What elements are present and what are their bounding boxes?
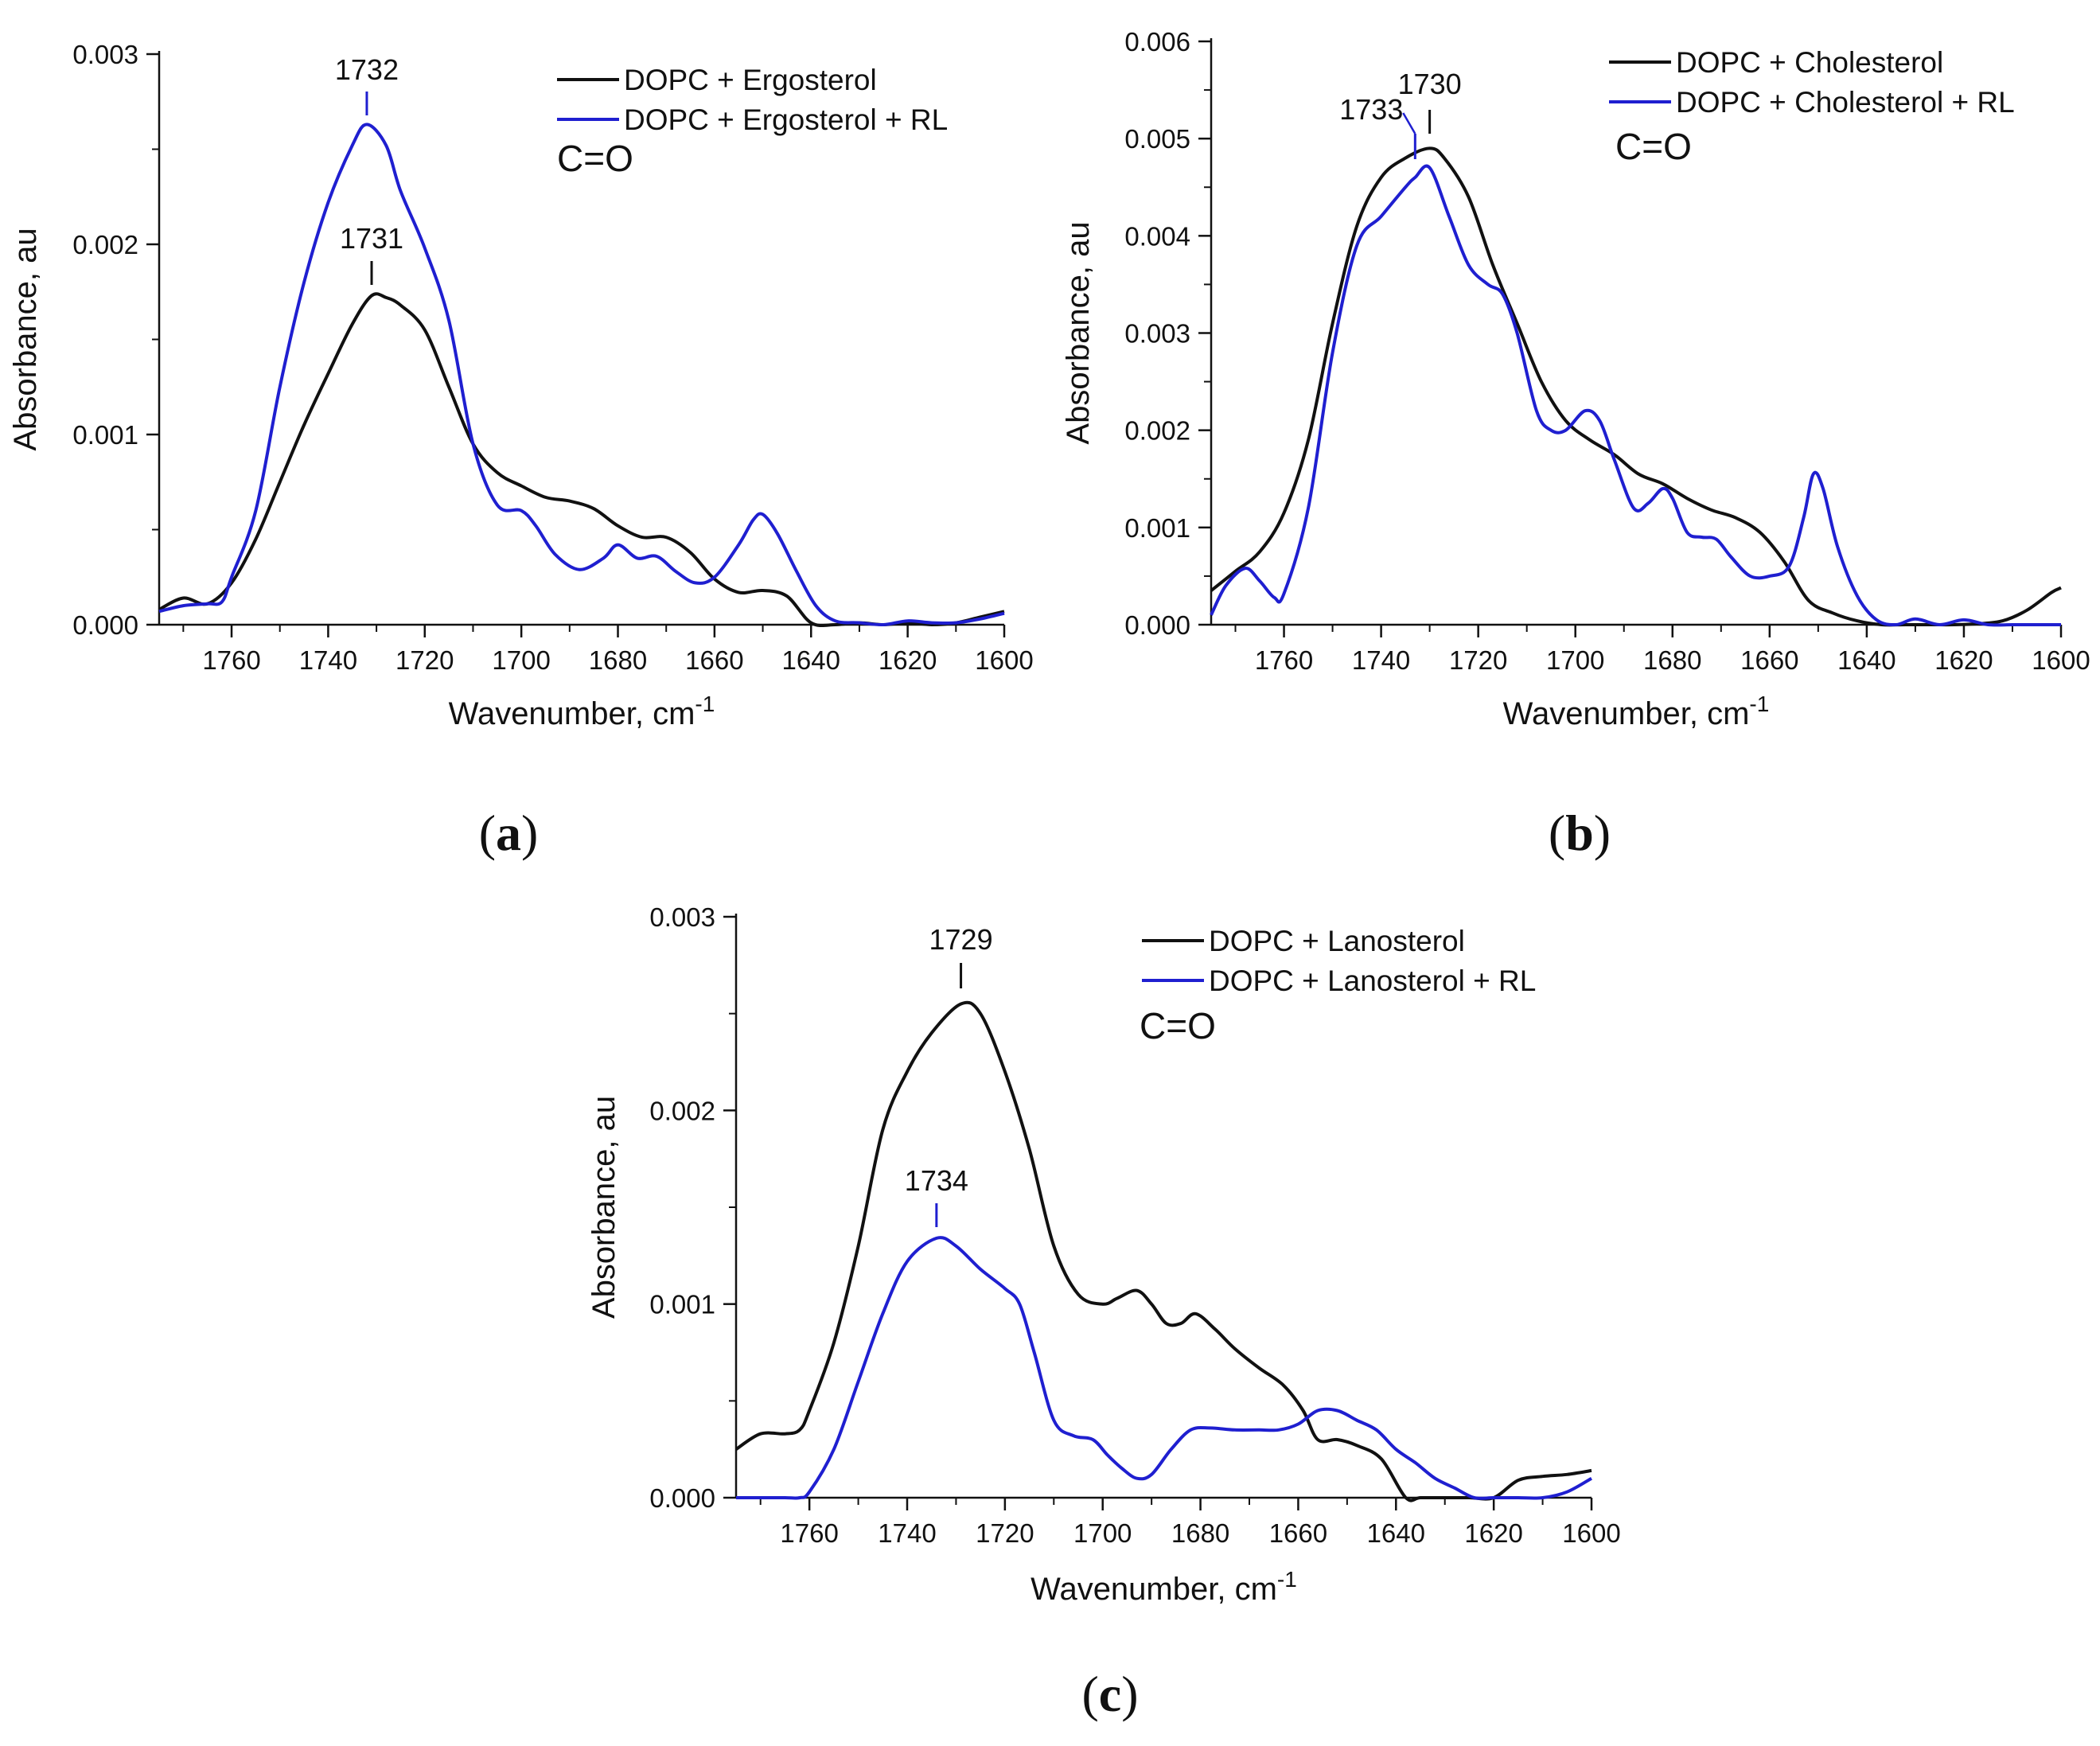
- panel-c-y-tick-label: 0.003: [649, 902, 715, 932]
- panel-a-axes: 1760 1740 1720 1700 1680 1660 1640 1620 1600 0.00…: [72, 40, 1033, 675]
- panel-b-caption: (b): [1549, 805, 1611, 861]
- panel-a-y-tick-label: 0.003: [72, 40, 138, 69]
- panel-c-x-tick-label: 1680: [1171, 1518, 1229, 1548]
- panel-b-y-tick-label: 0.002: [1124, 416, 1190, 446]
- panel-b-y-tick-label: 0.003: [1124, 319, 1190, 349]
- panel-a-y-tick-label: 0.000: [72, 610, 138, 640]
- panel-c-y-tick-label: 0.000: [649, 1483, 715, 1513]
- panel-b-x-tick-label: 1620: [1934, 645, 1993, 675]
- panel-c-box-label: C=O: [1140, 1005, 1216, 1046]
- panel-c-legend: DOPC + Lanosterol DOPC + Lanosterol + RL: [1142, 925, 1536, 997]
- panel-b-y-tick-label: 0.004: [1124, 221, 1190, 251]
- panel-c-legend-label-2: DOPC + Lanosterol + RL: [1209, 965, 1536, 997]
- panel-c-ylabel: Absorbance, au: [586, 1096, 621, 1319]
- panel-a-plot: 1732 1731: [158, 53, 1005, 628]
- panel-b-x-tick-label: 1640: [1837, 645, 1895, 675]
- panel-a-x-tick-label: 1640: [782, 645, 840, 675]
- panel-a-caption: (a): [479, 805, 539, 861]
- panel-b-x-tick-label: 1700: [1546, 645, 1604, 675]
- panel-b-series-2-line: [1210, 164, 2061, 627]
- panel-c-x-tick-label: 1700: [1073, 1518, 1132, 1548]
- panel-c-y-tick-label: 0.002: [649, 1096, 715, 1125]
- panel-a: 1760 1740 1720 1700 1680 1660 1640 1620 1600 0.00…: [8, 40, 1034, 861]
- panel-c-x-tick-label: 1640: [1367, 1518, 1425, 1548]
- panel-c: 1760 1740 1720 1700 1680 1660 1640 1620 1600 0.00…: [586, 902, 1621, 1722]
- panel-c-legend-label-1: DOPC + Lanosterol: [1209, 925, 1465, 957]
- panel-b-peak-label-2: 1730: [1398, 68, 1462, 100]
- panel-c-caption: (c): [1081, 1666, 1138, 1722]
- panel-b-x-tick-label: 1660: [1740, 645, 1798, 675]
- panel-a-x-tick-label: 1620: [879, 645, 937, 675]
- panel-a-peak-label-1: 1732: [335, 53, 399, 86]
- panel-c-x-tick-label: 1720: [976, 1518, 1034, 1548]
- panel-b-box-label: C=O: [1615, 126, 1692, 167]
- panel-b-x-tick-label: 1600: [2032, 645, 2090, 675]
- panel-b-xlabel: Wavenumber, cm-1: [1503, 692, 1770, 731]
- panel-c-series-2-line: [736, 1236, 1592, 1500]
- panel-a-series-2-line: [158, 123, 1005, 627]
- panel-b-peak-label-1: 1733: [1339, 93, 1403, 126]
- panel-a-x-tick-label: 1720: [395, 645, 454, 675]
- panel-b-legend-label-1: DOPC + Cholesterol: [1676, 46, 1943, 79]
- panel-c-peak-label-2: 1734: [905, 1164, 968, 1197]
- panel-a-x-tick-label: 1660: [685, 645, 743, 675]
- panel-b-peak-leader-1: [1402, 112, 1416, 134]
- panel-a-peak-label-2: 1731: [340, 222, 403, 255]
- panel-c-y-tick-label: 0.001: [649, 1290, 715, 1319]
- panel-c-x-tick-label: 1760: [780, 1518, 838, 1548]
- panel-b-y-tick-label: 0.000: [1124, 610, 1190, 640]
- panel-b-x-tick-label: 1740: [1352, 645, 1410, 675]
- panel-b: 1760 1740 1720 1700 1680 1660 1640 1620 1600 0.00…: [1061, 27, 2090, 861]
- panel-b-x-tick-label: 1760: [1255, 645, 1313, 675]
- panel-b-ylabel: Absorbance, au: [1061, 221, 1096, 444]
- panel-a-y-tick-label: 0.002: [72, 230, 138, 259]
- panel-a-legend: DOPC + Ergosterol DOPC + Ergosterol + RL: [557, 64, 948, 136]
- panel-c-series-1-line: [734, 1000, 1592, 1502]
- panel-c-x-tick-label: 1600: [1562, 1518, 1620, 1548]
- panel-b-x-tick-label: 1680: [1643, 645, 1701, 675]
- panel-c-xlabel: Wavenumber, cm-1: [1031, 1567, 1297, 1607]
- panel-b-legend: DOPC + Cholesterol DOPC + Cholesterol + R…: [1609, 46, 2015, 119]
- panel-c-plot: 1729 1734: [734, 923, 1592, 1502]
- panel-c-x-tick-label: 1660: [1269, 1518, 1327, 1548]
- panel-a-legend-label-2: DOPC + Ergosterol + RL: [624, 103, 948, 136]
- panel-b-y-tick-label: 0.001: [1124, 513, 1190, 543]
- panel-b-series-1-line: [1210, 146, 2062, 627]
- panel-c-axes: 1760 1740 1720 1700 1680 1660 1640 1620 1600 0.00…: [649, 902, 1620, 1548]
- panel-a-x-tick-label: 1760: [202, 645, 260, 675]
- panel-b-axes: 1760 1740 1720 1700 1680 1660 1640 1620 1600 0.00…: [1124, 27, 2090, 675]
- panel-c-x-tick-label: 1740: [878, 1518, 936, 1548]
- panel-a-x-tick-label: 1700: [492, 645, 550, 675]
- panel-a-y-tick-label: 0.001: [72, 420, 138, 450]
- panel-a-x-tick-label: 1680: [589, 645, 647, 675]
- panel-b-y-tick-label: 0.005: [1124, 124, 1190, 154]
- panel-b-x-tick-label: 1720: [1449, 645, 1507, 675]
- panel-a-x-tick-label: 1600: [975, 645, 1033, 675]
- panel-c-peak-label-1: 1729: [929, 923, 993, 956]
- panel-a-xlabel: Wavenumber, cm-1: [449, 692, 715, 731]
- panel-a-series-1-line: [158, 292, 1005, 628]
- panel-a-ylabel: Absorbance, au: [8, 228, 43, 450]
- panel-a-x-tick-label: 1740: [299, 645, 357, 675]
- panel-b-legend-label-2: DOPC + Cholesterol + RL: [1676, 86, 2015, 119]
- panel-b-y-tick-label: 0.006: [1124, 27, 1190, 57]
- panel-a-box-label: C=O: [557, 138, 633, 179]
- panel-a-legend-label-1: DOPC + Ergosterol: [624, 64, 877, 96]
- panel-c-x-tick-label: 1620: [1464, 1518, 1522, 1548]
